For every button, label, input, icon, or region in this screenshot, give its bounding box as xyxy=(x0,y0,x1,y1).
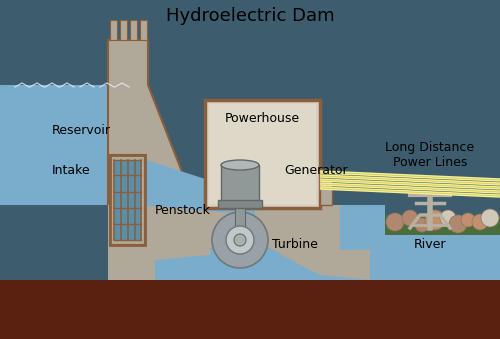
Bar xyxy=(114,160,141,240)
Polygon shape xyxy=(0,85,140,205)
Circle shape xyxy=(440,210,456,226)
Text: Powerhouse: Powerhouse xyxy=(224,112,300,124)
Text: River: River xyxy=(414,239,446,252)
Text: Long Distance
Power Lines: Long Distance Power Lines xyxy=(386,141,474,169)
Polygon shape xyxy=(195,205,500,280)
Bar xyxy=(110,155,145,245)
Polygon shape xyxy=(155,248,370,280)
Bar xyxy=(120,20,127,40)
Circle shape xyxy=(449,215,467,233)
Circle shape xyxy=(232,214,248,230)
Circle shape xyxy=(250,232,266,248)
Circle shape xyxy=(481,209,499,227)
Circle shape xyxy=(415,218,429,232)
Circle shape xyxy=(226,226,254,254)
Text: Hydroelectric Dam: Hydroelectric Dam xyxy=(166,7,334,25)
Polygon shape xyxy=(108,205,370,280)
Bar xyxy=(205,100,320,208)
Bar xyxy=(221,165,259,205)
Polygon shape xyxy=(0,280,500,339)
Text: Generator: Generator xyxy=(284,163,348,177)
Circle shape xyxy=(386,213,404,231)
Polygon shape xyxy=(108,40,195,205)
Bar xyxy=(209,104,316,204)
Polygon shape xyxy=(140,158,255,215)
Bar xyxy=(130,20,137,40)
Text: Penstock: Penstock xyxy=(155,203,211,217)
Bar xyxy=(218,200,262,208)
Text: Turbine: Turbine xyxy=(272,239,318,252)
Text: Reservoir: Reservoir xyxy=(52,123,111,137)
Circle shape xyxy=(472,214,488,230)
Circle shape xyxy=(461,213,475,227)
Polygon shape xyxy=(385,215,500,235)
Circle shape xyxy=(212,212,268,268)
Text: Intake: Intake xyxy=(52,163,90,177)
Circle shape xyxy=(232,250,248,266)
Bar xyxy=(235,205,245,230)
Bar xyxy=(110,155,145,245)
Bar xyxy=(140,20,147,40)
Circle shape xyxy=(214,232,230,248)
Polygon shape xyxy=(385,215,500,230)
Circle shape xyxy=(402,210,418,226)
Bar xyxy=(320,180,332,205)
Bar xyxy=(110,20,117,40)
Circle shape xyxy=(234,234,246,246)
Ellipse shape xyxy=(221,160,259,170)
Circle shape xyxy=(425,210,445,230)
Polygon shape xyxy=(385,205,500,215)
